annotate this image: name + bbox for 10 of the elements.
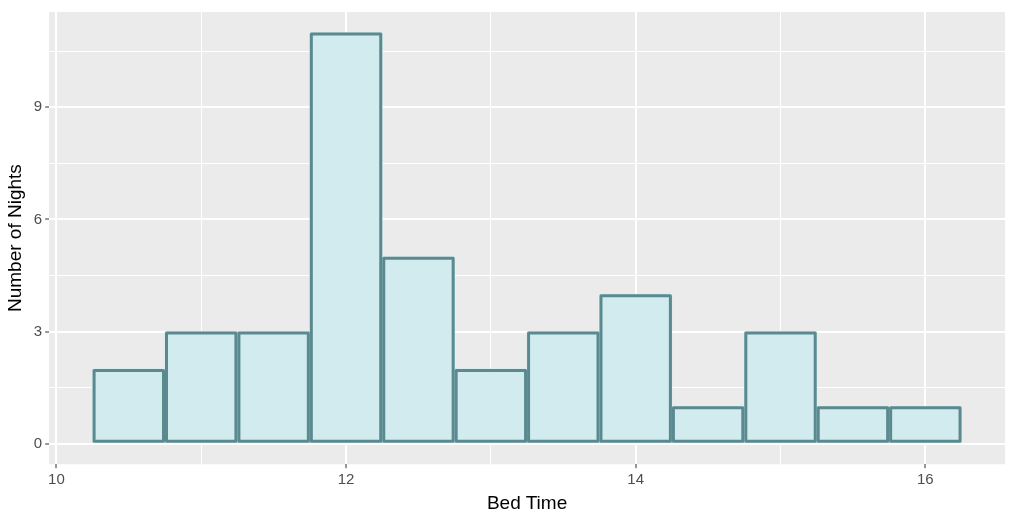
y-axis-title: Number of Nights bbox=[3, 164, 25, 313]
x-tick-label: 14 bbox=[627, 470, 645, 488]
x-axis-title: Bed Time bbox=[486, 491, 568, 513]
x-tick-label: 10 bbox=[48, 470, 65, 488]
y-tick-label: 9 bbox=[33, 97, 43, 115]
x-tick-label: 12 bbox=[337, 470, 355, 488]
y-tick-label: 3 bbox=[33, 321, 43, 339]
y-tick-label: 0 bbox=[33, 433, 43, 451]
y-tick-label: 6 bbox=[33, 209, 43, 227]
x-tick-label: 16 bbox=[917, 470, 934, 488]
